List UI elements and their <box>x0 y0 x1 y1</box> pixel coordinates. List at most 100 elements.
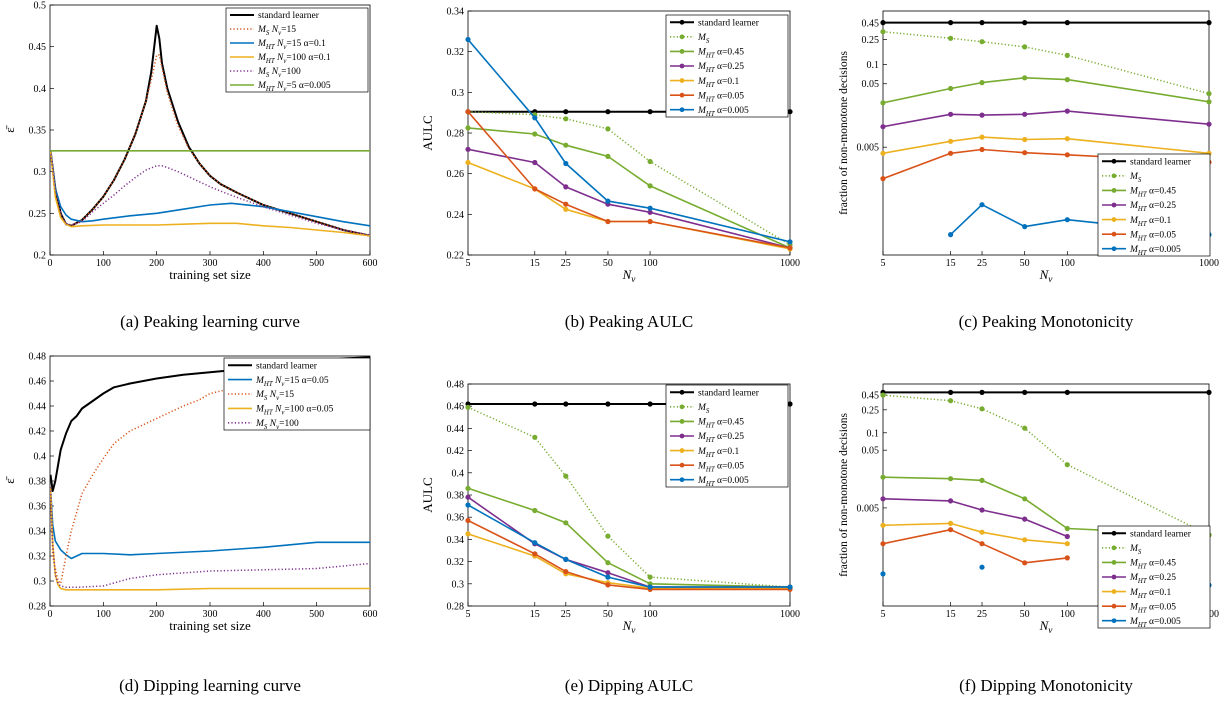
data-point <box>465 494 471 500</box>
legend-marker <box>679 78 685 83</box>
data-point <box>563 206 569 212</box>
legend-label: MHT​ α=0.005 <box>1129 245 1181 257</box>
y-tick-label: 0.34 <box>29 527 47 538</box>
data-point <box>563 201 569 207</box>
legend-marker <box>1111 158 1117 164</box>
data-point <box>465 146 471 152</box>
data-point <box>1022 516 1028 522</box>
y-tick-label: 0.46 <box>29 377 47 388</box>
data-point <box>563 473 569 479</box>
y-tick-label: 0.28 <box>447 602 465 613</box>
x-tick-label: 100 <box>643 258 658 269</box>
series-line <box>883 476 1209 536</box>
series-line <box>883 30 1209 95</box>
y-tick-label: 0.1 <box>867 60 880 71</box>
x-tick-label: 15 <box>946 609 956 620</box>
x-tick-label: 15 <box>530 609 540 620</box>
chart-panel-a: 0 100 200 300 400 500 600 0.2 0.25 0.3 0.35 0.4 0.45… <box>2 1 378 332</box>
data-point <box>647 574 653 580</box>
legend-marker <box>679 92 685 98</box>
chart-panel-c: 5 15 25 50 100 1000 0.45 0.25 0.1 0.05 0.005 Nv​ fra… <box>838 10 1219 331</box>
data-point <box>465 502 471 508</box>
series-line <box>50 487 370 591</box>
legend-marker <box>1111 603 1117 609</box>
data-point <box>948 498 954 504</box>
data-point <box>605 582 611 588</box>
data-point <box>465 485 471 491</box>
data-point <box>563 184 569 190</box>
data-point <box>948 20 954 26</box>
caption: (f) Dipping Monotonicity <box>959 676 1133 695</box>
y-tick-label: 0.42 <box>29 427 47 438</box>
legend-label: MHT​ α=0.005 <box>697 106 749 118</box>
data-point <box>1022 560 1028 566</box>
series-line <box>468 38 790 243</box>
data-point <box>880 571 886 577</box>
legend-label: MS​ Nv​=100 <box>257 67 301 79</box>
data-point <box>979 541 985 547</box>
legend-marker <box>679 107 685 113</box>
x-tick-label: 50 <box>1020 258 1030 269</box>
data-point <box>979 134 985 140</box>
data-point <box>1022 75 1028 81</box>
legend-marker <box>1111 574 1117 580</box>
x-axis-label: training set size <box>169 618 251 633</box>
y-axis-label: ε̄ <box>2 125 17 132</box>
data-point <box>605 570 611 576</box>
legend-label: MS​ <box>1129 172 1142 184</box>
data-point <box>647 401 653 407</box>
legend-label: standard learner <box>1130 157 1192 167</box>
data-point <box>532 159 538 166</box>
data-point <box>563 116 569 122</box>
data-point <box>563 160 569 167</box>
series-line <box>883 528 1068 564</box>
data-point <box>979 477 985 483</box>
data-point <box>605 109 611 115</box>
series-line <box>468 127 790 249</box>
data-point <box>979 406 985 412</box>
caption: (e) Dipping AULC <box>565 676 693 695</box>
legend-marker <box>1111 231 1117 237</box>
data-point <box>1064 462 1070 468</box>
y-tick-label: 0.3 <box>34 577 47 588</box>
x-tick-label: 100 <box>1060 258 1075 269</box>
y-tick-label: 0.4 <box>34 452 47 463</box>
x-tick-label: 25 <box>977 609 987 620</box>
legend-label: standard learner <box>698 18 760 28</box>
legend-label: MHT​ α=0.1 <box>1129 216 1171 228</box>
data-point <box>948 520 954 527</box>
data-point <box>880 100 886 106</box>
legend-label: MS​ Nv​=15 <box>255 390 294 402</box>
x-axis-label: training set size <box>169 267 251 282</box>
y-tick-label: 0.32 <box>29 552 47 563</box>
data-point <box>1064 52 1070 59</box>
data-point <box>532 186 538 192</box>
chart-panel-d: 0 100 200 300 400 500 600 0.28 0.3 0.32 0.34 0.36 0.… <box>2 352 378 696</box>
legend-marker <box>1111 188 1117 193</box>
data-point <box>787 239 793 245</box>
data-point <box>532 434 538 440</box>
data-point <box>1022 224 1028 230</box>
y-tick-label: 0.32 <box>447 557 465 568</box>
x-tick-label: 200 <box>149 609 164 620</box>
series-line <box>468 487 790 588</box>
x-tick-label: 500 <box>309 609 324 620</box>
data-point <box>880 124 886 130</box>
y-axis-label: fraction of non-monotone decisions <box>838 51 850 215</box>
legend-label: MHT​ α=0.1 <box>697 447 739 459</box>
legend-label: standard learner <box>256 361 318 371</box>
legend-label: MHT​ α=0.05 <box>697 91 744 103</box>
legend-marker <box>1111 560 1117 565</box>
y-tick-label: 0.35 <box>29 126 47 137</box>
legend-label: MHT​ α=0.1 <box>1129 588 1171 600</box>
x-tick-label: 5 <box>466 258 471 269</box>
data-point <box>605 218 611 225</box>
legend-label: MHT​ Nv​=5 α=0.005 <box>257 81 331 93</box>
data-point <box>1022 425 1028 431</box>
x-tick-label: 100 <box>96 258 111 269</box>
y-tick-label: 0.25 <box>29 209 47 220</box>
chart-panel-e: 5 15 25 50 100 1000 0.28 0.3 0.32 0.34 0.36 0.38 0.4… <box>420 380 800 696</box>
y-tick-label: 0.05 <box>862 79 880 90</box>
legend-marker <box>679 448 685 453</box>
x-axis-label: Nv​ <box>1039 618 1054 636</box>
